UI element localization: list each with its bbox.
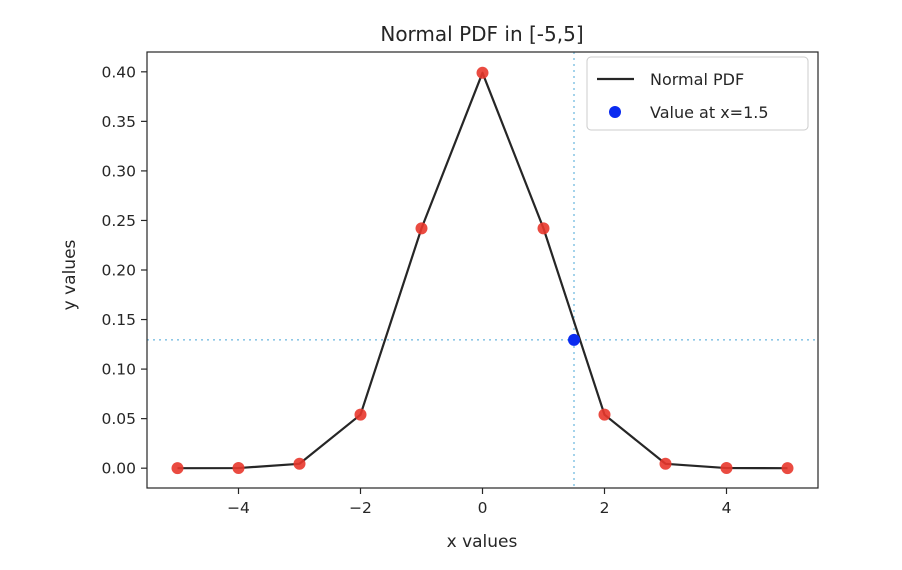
- x-axis-label: x values: [447, 532, 518, 552]
- y-tick-label-3: 0.15: [101, 311, 136, 329]
- legend: Normal PDF Value at x=1.5: [586, 56, 809, 131]
- chart-title: Normal PDF in [-5,5]: [380, 22, 583, 46]
- highlight-point-0: [568, 333, 580, 346]
- y-tick-label-4: 0.20: [101, 262, 136, 280]
- x-tick-label-1: −2: [349, 499, 372, 517]
- legend-point-sample: [609, 106, 621, 118]
- x-tick-label-3: 2: [600, 499, 610, 517]
- y-tick-label-7: 0.35: [101, 113, 136, 131]
- y-tick-label-6: 0.30: [101, 162, 136, 180]
- x-tick-label-2: 0: [478, 499, 488, 517]
- data-point-4: [415, 222, 428, 235]
- series-line-group: [177, 71, 788, 470]
- x-axis-ticks: −4 −2 0 2 4: [227, 488, 731, 517]
- data-point-0: [171, 462, 184, 475]
- data-point-5: [476, 66, 489, 79]
- data-point-8: [659, 457, 672, 470]
- y-tick-label-1: 0.05: [101, 410, 136, 428]
- y-axis-label: y values: [60, 239, 80, 310]
- data-point-7: [598, 408, 611, 421]
- x-tick-label-4: 4: [722, 499, 732, 517]
- reference-lines: [147, 52, 818, 488]
- data-point-10: [781, 462, 794, 475]
- x-tick-label-0: −4: [227, 499, 250, 517]
- legend-box: [586, 56, 809, 131]
- y-axis-ticks: 0.00 0.05 0.10 0.15 0.20 0.25 0.30 0.35 0.40: [101, 63, 147, 478]
- points-group: [171, 66, 794, 475]
- y-tick-label-0: 0.00: [101, 460, 136, 478]
- y-tick-label-5: 0.25: [101, 212, 136, 230]
- y-tick-label-8: 0.40: [101, 63, 136, 81]
- legend-label-normal-pdf: Normal PDF: [650, 70, 744, 89]
- data-point-2: [293, 457, 306, 470]
- data-point-3: [354, 408, 367, 421]
- series-line-normal-pdf: [177, 71, 788, 470]
- data-point-1: [232, 462, 245, 475]
- y-tick-label-2: 0.10: [101, 361, 136, 379]
- data-point-9: [720, 462, 733, 475]
- data-point-6: [537, 222, 550, 235]
- legend-label-value-at-x: Value at x=1.5: [650, 103, 769, 122]
